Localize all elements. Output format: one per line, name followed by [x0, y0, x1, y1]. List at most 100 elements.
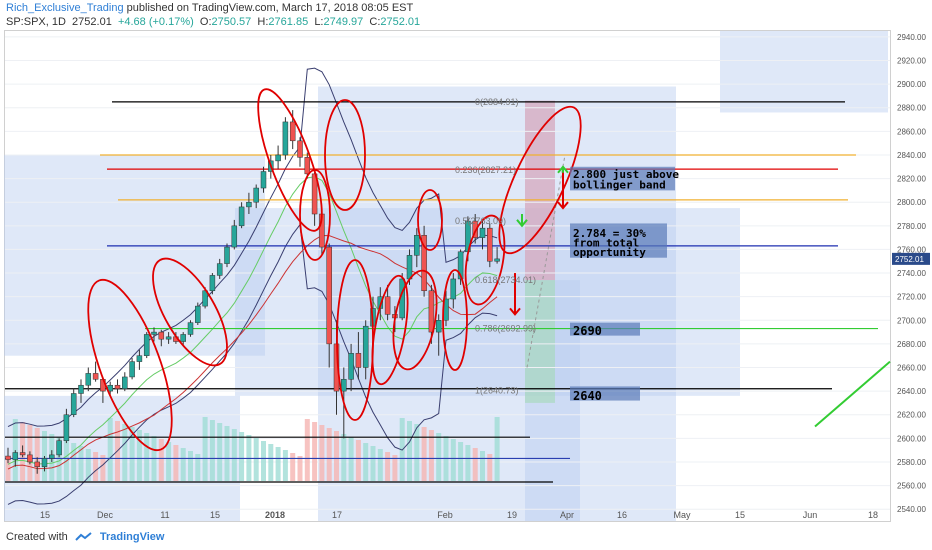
volume-bar — [341, 434, 347, 481]
y-tick-label: 2740.00 — [897, 269, 926, 278]
volume-bar — [319, 425, 325, 481]
moving-average-fast — [7, 176, 498, 465]
candle-body — [216, 263, 223, 276]
candle-body — [136, 355, 143, 362]
volume-bar — [312, 422, 318, 481]
high-value: 2761.85 — [268, 16, 309, 28]
volume-bar — [136, 430, 142, 481]
symbol-label: SP:SPX, 1D — [6, 16, 66, 28]
candle-body — [151, 331, 157, 335]
price-axis: 2540.00 2560.00 2580.00 2600.00 2620.00 2640.… — [892, 33, 930, 514]
fib-label-5: 1(2640.73) — [475, 385, 519, 395]
pattern-ellipse-9 — [464, 214, 506, 306]
red-zone — [525, 100, 555, 281]
candle-body — [487, 227, 493, 262]
candle-body — [355, 353, 362, 368]
volume-bar — [209, 420, 215, 481]
volume-bar — [465, 445, 471, 481]
candle-body — [202, 290, 208, 307]
annotation-box-3 — [570, 386, 640, 401]
candle-body — [435, 320, 442, 333]
volume-bar — [253, 438, 259, 481]
x-tick-label: Dec — [97, 510, 114, 520]
bollinger-lower — [7, 223, 498, 505]
volume-bar — [122, 424, 128, 481]
ohlc-line: SP:SPX, 1D 2752.01 +4.68 (+0.17%) O:2750… — [6, 16, 420, 28]
candle-body — [195, 305, 201, 323]
candle-body — [56, 440, 62, 456]
candle-body — [362, 325, 369, 368]
created-with-label: Created with — [6, 531, 68, 543]
x-tick-label: May — [673, 510, 691, 520]
tradingview-logo-icon — [75, 532, 92, 541]
volume-bar — [268, 444, 274, 481]
volume-bar — [450, 439, 456, 481]
publish-info: published on TradingView.com, March 17, … — [126, 2, 414, 14]
y-tick-label: 2800.00 — [897, 198, 926, 207]
x-tick-label: 19 — [507, 510, 517, 520]
close-value: 2752.01 — [380, 16, 421, 28]
volume-bar — [480, 451, 485, 481]
candle-body — [12, 452, 19, 460]
candle-body — [326, 246, 332, 345]
y-tick-label: 2540.00 — [897, 505, 926, 514]
pattern-ellipse-1 — [257, 88, 323, 232]
volume-bar — [107, 418, 113, 481]
candle-body — [297, 140, 303, 158]
annotation-text-5: 2690 — [573, 324, 602, 338]
candle-body — [78, 384, 84, 394]
candle-body — [70, 393, 77, 415]
volume-bar — [275, 447, 281, 481]
fib-label-1: 0.236(2827.21) — [455, 165, 516, 175]
volume-bar — [472, 448, 478, 481]
x-tick-label: 17 — [332, 510, 342, 520]
current-price-label: 2752.01 — [895, 255, 924, 264]
candle-body — [341, 379, 347, 392]
time-axis: 15 Dec 11 15 2018 17 Feb 19 Apr 16 May 15 Jun 18 — [40, 510, 878, 520]
volume-bar — [129, 427, 135, 481]
arrow-up-green-head — [557, 165, 569, 174]
zone-4 — [720, 31, 888, 113]
x-tick-label: Feb — [437, 510, 453, 520]
y-tick-label: 2820.00 — [897, 175, 926, 184]
volume-bar — [494, 417, 500, 481]
arrow-down-target-head — [509, 307, 521, 316]
y-tick-label: 2620.00 — [897, 411, 926, 420]
author-link[interactable]: Rich_Exclusive_Trading — [6, 2, 124, 14]
volume-bar — [195, 454, 201, 481]
pattern-ellipse-11 — [87, 278, 173, 452]
candle-body — [231, 225, 238, 248]
volume-bar — [42, 431, 47, 481]
candle-body — [246, 201, 252, 208]
y-tick-label: 2900.00 — [897, 80, 926, 89]
fib-label-4: 0.786(2692.99) — [475, 324, 536, 334]
chart-frame — [4, 30, 891, 522]
green-zone — [525, 280, 555, 403]
fib-label-3: 0.618(2734.01) — [475, 275, 536, 285]
volume-bar — [370, 446, 376, 481]
candle-body — [472, 220, 478, 238]
volume-bar — [202, 417, 208, 481]
volume-bar — [93, 452, 99, 481]
candle-body — [165, 336, 172, 340]
volume-bar — [304, 419, 310, 481]
volume-bar — [100, 455, 106, 481]
tradingview-brand-link[interactable]: TradingView — [99, 531, 165, 543]
y-tick-label: 2680.00 — [897, 340, 926, 349]
candle-body — [428, 290, 435, 333]
annotation-box-0 — [570, 166, 675, 191]
high-label: H: — [257, 16, 269, 28]
volume-bar — [407, 421, 412, 481]
candle-body — [19, 452, 26, 456]
annotation-text-3: from total — [573, 236, 639, 249]
footer: Created with TradingView — [6, 531, 164, 543]
bollinger-upper — [7, 67, 498, 427]
y-tick-label: 2640.00 — [897, 387, 926, 396]
annotation-box-1 — [570, 223, 667, 258]
pattern-ellipse-6 — [392, 269, 438, 371]
candle-body — [479, 227, 486, 238]
volume-bar — [414, 424, 420, 481]
x-tick-label: 2018 — [265, 510, 285, 520]
fib-label-2: 0.5(2763.09) — [455, 216, 506, 226]
